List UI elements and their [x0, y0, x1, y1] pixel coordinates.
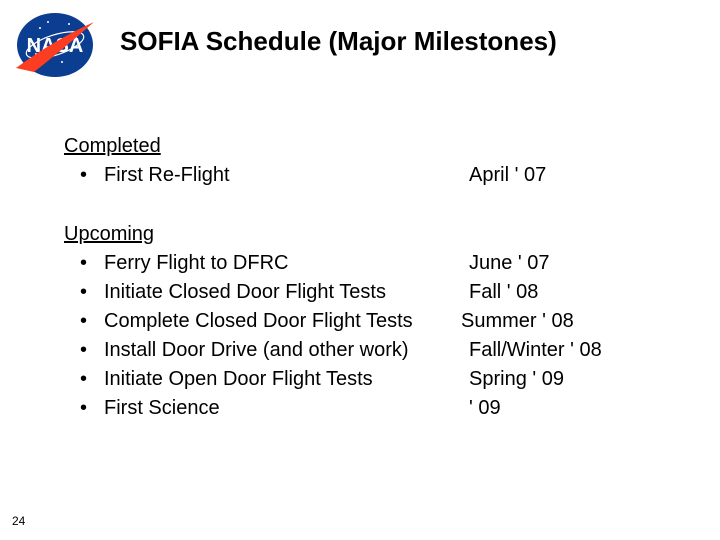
nasa-logo: NASA: [14, 10, 96, 80]
milestone-row: • Initiate Open Door Flight Tests Spring…: [64, 365, 664, 394]
milestone-label: Initiate Closed Door Flight Tests: [104, 278, 386, 307]
milestone-row: • Ferry Flight to DFRC June ' 07: [64, 249, 664, 278]
milestone-date: June ' 07: [469, 249, 550, 278]
slide: NASA SOFIA Schedule (Major Milestones) C…: [0, 0, 720, 540]
slide-title: SOFIA Schedule (Major Milestones): [120, 26, 557, 57]
milestone-row: • First Science ' 09: [64, 394, 664, 423]
bullet-icon: •: [80, 249, 104, 278]
bullet-icon: •: [80, 365, 104, 394]
bullet-icon: •: [80, 394, 104, 423]
milestone-item: • First Re-Flight: [64, 161, 469, 190]
milestone-label: Ferry Flight to DFRC: [104, 249, 288, 278]
milestone-date: Fall ' 08: [469, 278, 538, 307]
milestone-label: Install Door Drive (and other work): [104, 336, 409, 365]
milestone-item: • First Science: [64, 394, 469, 423]
bullet-icon: •: [80, 278, 104, 307]
content-area: Completed • First Re-Flight April ' 07 U…: [64, 132, 664, 423]
milestone-item: • Ferry Flight to DFRC: [64, 249, 469, 278]
milestone-row: • First Re-Flight April ' 07: [64, 161, 664, 190]
milestone-date: Summer ' 08: [461, 307, 574, 336]
milestone-label: First Re-Flight: [104, 161, 230, 190]
milestone-date: April ' 07: [469, 161, 546, 190]
section-heading-upcoming: Upcoming: [64, 220, 664, 249]
milestone-date: ' 09: [469, 394, 501, 423]
milestone-label: Complete Closed Door Flight Tests: [104, 307, 413, 336]
bullet-icon: •: [80, 336, 104, 365]
milestone-label: First Science: [104, 394, 220, 423]
milestone-item: • Complete Closed Door Flight Tests: [64, 307, 469, 336]
milestone-row: • Initiate Closed Door Flight Tests Fall…: [64, 278, 664, 307]
milestone-label: Initiate Open Door Flight Tests: [104, 365, 373, 394]
bullet-icon: •: [80, 307, 104, 336]
milestone-item: • Initiate Closed Door Flight Tests: [64, 278, 469, 307]
milestone-row: • Install Door Drive (and other work) Fa…: [64, 336, 664, 365]
page-number: 24: [12, 514, 25, 528]
milestone-item: • Initiate Open Door Flight Tests: [64, 365, 469, 394]
milestone-date: Spring ' 09: [469, 365, 564, 394]
section-heading-completed: Completed: [64, 132, 664, 161]
milestone-item: • Install Door Drive (and other work): [64, 336, 469, 365]
milestone-date: Fall/Winter ' 08: [469, 336, 602, 365]
bullet-icon: •: [80, 161, 104, 190]
milestone-row: • Complete Closed Door Flight Tests Summ…: [64, 307, 664, 336]
